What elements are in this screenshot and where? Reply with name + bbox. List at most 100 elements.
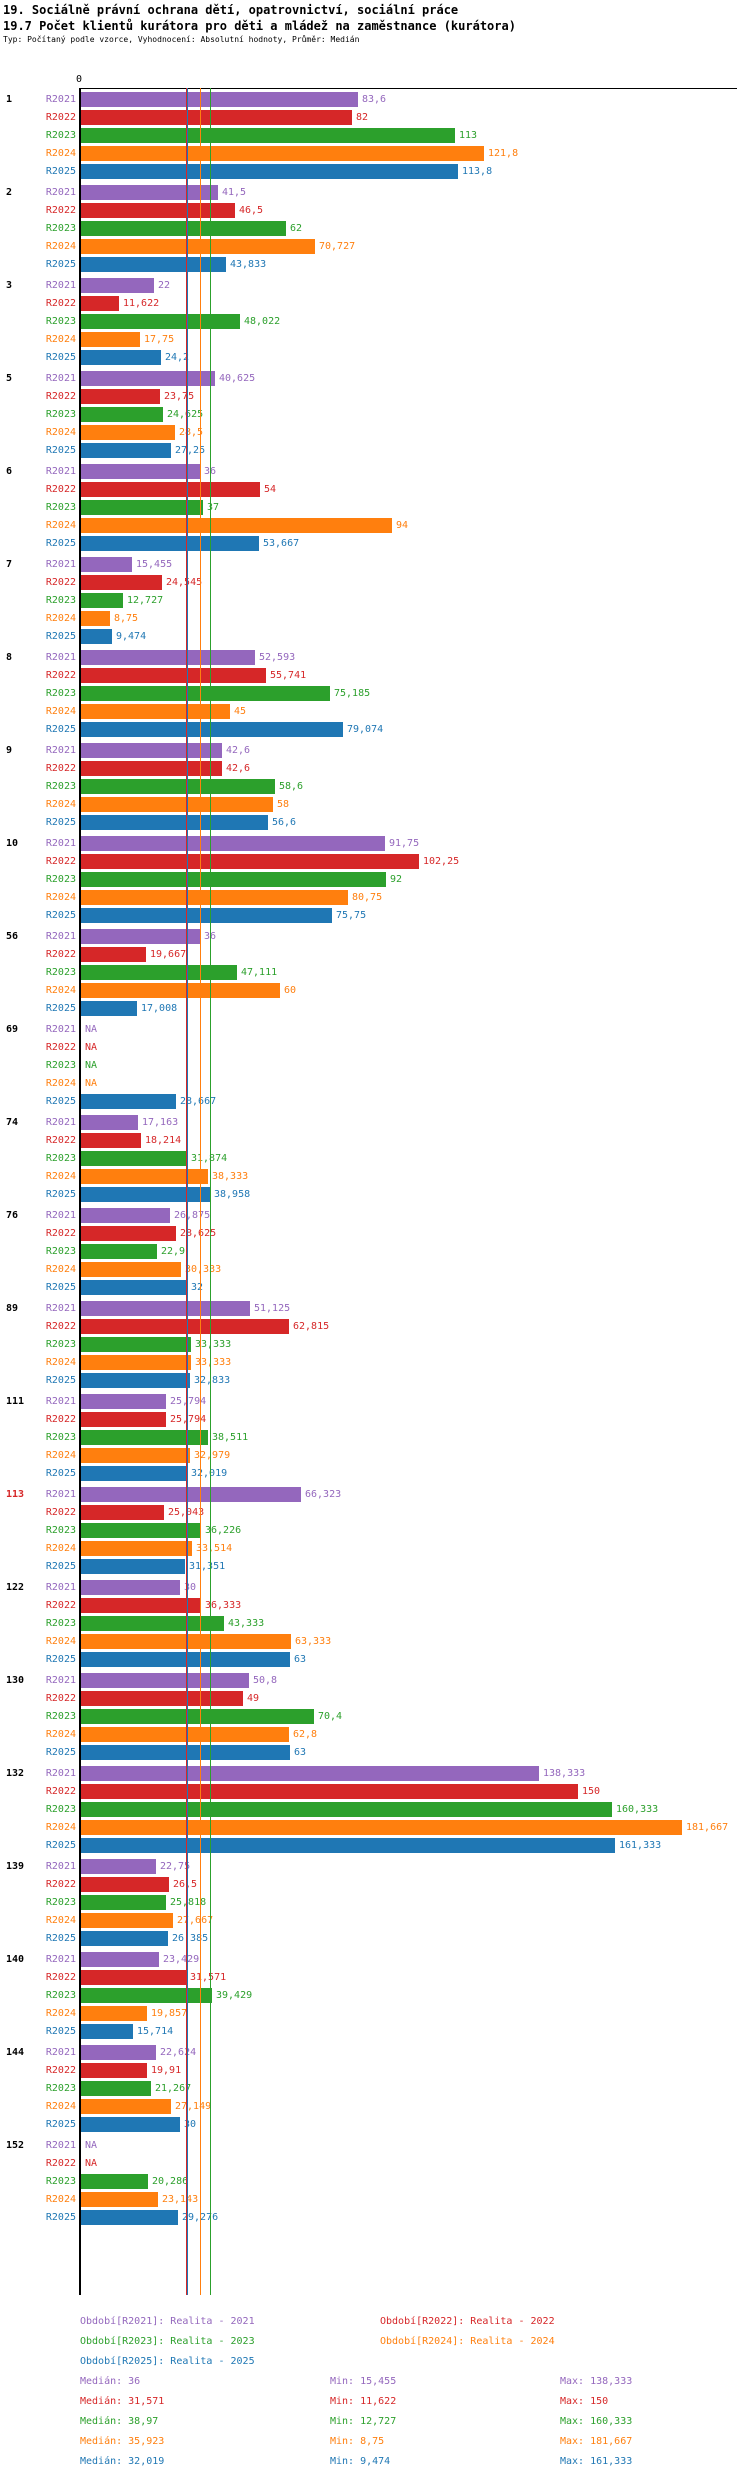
bar-row-R2024: R2024 60 [0,983,750,998]
year-label: R2022 [45,1600,76,1611]
bar-row-R2023: R2023 48,022 [0,314,750,329]
stat-max-R2024: Max: 181,667 [560,2436,633,2447]
bar-group-9: 9 R2021 42,6 R2022 42,6 R2023 58,6 R2024 58 R2025… [0,743,750,830]
value-label: 48,022 [244,316,281,327]
bar-row-R2025: R2025 30 [0,2117,750,2132]
year-label: R2022 [45,1228,76,1239]
stat-median-R2025: Medián: 32,019 [80,2456,165,2467]
year-label: R2023 [45,502,76,513]
group-label: 10 [6,838,19,849]
year-label: R2023 [45,874,76,885]
bar-R2024 [81,1820,682,1835]
stat-min-R2022: Min: 11,622 [330,2396,397,2407]
bar-row-R2025: R2025 43,833 [0,257,750,272]
bar-row-R2023: R2023 25,818 [0,1895,750,1910]
bar-R2022 [81,1691,243,1706]
value-label: 51,125 [254,1303,291,1314]
bar-group-2: 2 R2021 41,5 R2022 46,5 R2023 62 R2024 70,727 R20… [0,185,750,272]
year-label: R2024 [45,2194,76,2205]
report-subtitle: Typ: Počítaný podle vzorce, Vyhodnocení:… [3,35,360,44]
bar-row-R2022: R2022 102,25 [0,854,750,869]
year-label: R2024 [45,427,76,438]
value-label: 32,833 [194,1375,231,1386]
bar-row-R2023: R2023 160,333 [0,1802,750,1817]
bar-group-1: 1 R2021 83,6 R2022 82 R2023 113 R2024 121,8 R2025… [0,92,750,179]
value-label: NA [85,2158,98,2169]
group-label: 8 [6,652,13,663]
bar-group-3: 3 R2021 22 R2022 11,622 R2023 48,022 R2024 17,75… [0,278,750,365]
bar-row-R2025: R2025 63 [0,1652,750,1667]
value-label: 26,875 [174,1210,211,1221]
bar-R2025 [81,1931,168,1946]
bar-R2022 [81,110,352,125]
bar-R2022 [81,1319,289,1334]
bar-R2025 [81,1280,187,1295]
value-label: 37 [207,502,220,513]
bar-R2023 [81,1337,191,1352]
bar-R2021 [81,278,154,293]
bar-row-R2023: R2023 21,267 [0,2081,750,2096]
bar-row-R2022: R2022 62,815 [0,1319,750,1334]
year-label: R2023 [45,1804,76,1815]
bar-row-R2023: R2023 70,4 [0,1709,750,1724]
bar-row-R2021: R2021 138,333 [0,1766,750,1781]
bar-row-R2021: R202136 [0,464,750,479]
value-label: 36,333 [205,1600,242,1611]
year-label: R2021 [45,1861,76,1872]
bar-R2021 [81,92,358,107]
year-label: R2021 [45,745,76,756]
value-label: 55,741 [270,670,307,681]
bar-row-R2022: R2022 31,571 [0,1970,750,1985]
value-label: 181,667 [686,1822,729,1833]
median-line-R2023 [210,88,211,2295]
report-header: 19. Sociálně právní ochrana dětí, opatro… [3,2,516,46]
bar-row-R2023: R2023 38,511 [0,1430,750,1445]
bar-row-R2021: R2021 66,323 [0,1487,750,1502]
stat-max-R2022: Max: 150 [560,2396,609,2407]
value-label: 60 [284,985,297,996]
group-label: 5 [6,373,13,384]
year-label: R2025 [45,2212,76,2223]
bar-R2025 [81,536,259,551]
bar-row-R2023: R2023 75,185 [0,686,750,701]
value-label: NA [85,1024,98,1035]
group-label: 122 [6,1582,25,1593]
bar-row-R2021: R2021 22,75 [0,1859,750,1874]
group-label: 9 [6,745,13,756]
bar-row-R2023: R2023 31,874 [0,1151,750,1166]
bar-R2021 [81,1766,539,1781]
value-label: 22,9 [161,1246,186,1257]
value-label: 31,571 [190,1972,227,1983]
stat-median-R2021: Medián: 36 [80,2376,141,2387]
year-label: R2021 [45,280,76,291]
year-label: R2022 [45,1414,76,1425]
bar-R2025 [81,1373,190,1388]
bar-R2023 [81,779,275,794]
bar-R2025 [81,2210,178,2225]
bar-row-R2022: R2022 24,545 [0,575,750,590]
value-label: 33,514 [196,1543,233,1554]
year-label: R2022 [45,1972,76,1983]
stat-max-R2023: Max: 160,333 [560,2416,633,2427]
year-label: R2025 [45,259,76,270]
year-label: R2023 [45,1339,76,1350]
bar-R2021 [81,836,385,851]
value-label: 28,625 [180,1228,217,1239]
year-label: R2022 [45,484,76,495]
year-label: R2021 [45,466,76,477]
year-label: R2025 [45,1189,76,1200]
bar-R2023 [81,686,330,701]
bar-group-10: 10 R2021 91,75 R2022 102,25 R2023 92 R2024 80,75… [0,836,750,923]
value-label: 15,455 [136,559,173,570]
bar-R2022 [81,947,146,962]
year-label: R2025 [45,1654,76,1665]
value-label: 19,857 [151,2008,188,2019]
bar-row-R2025: R2025 75,75 [0,908,750,923]
bar-row-R2024: R2024 27,667 [0,1913,750,1928]
bar-row-R2025: R2025 17,008 [0,1001,750,1016]
bar-group-76: 76 R2021 26,875 R2022 28,625 R2023 22,9 R2024 30… [0,1208,750,1295]
value-label: 56,6 [272,817,297,828]
median-line-R2024 [200,88,201,2295]
bar-R2024 [81,1169,208,1184]
bar-chart: 0 1 R2021 83,6 R2022 82 R2023 113 R2024 121,8 R20… [0,74,750,2295]
